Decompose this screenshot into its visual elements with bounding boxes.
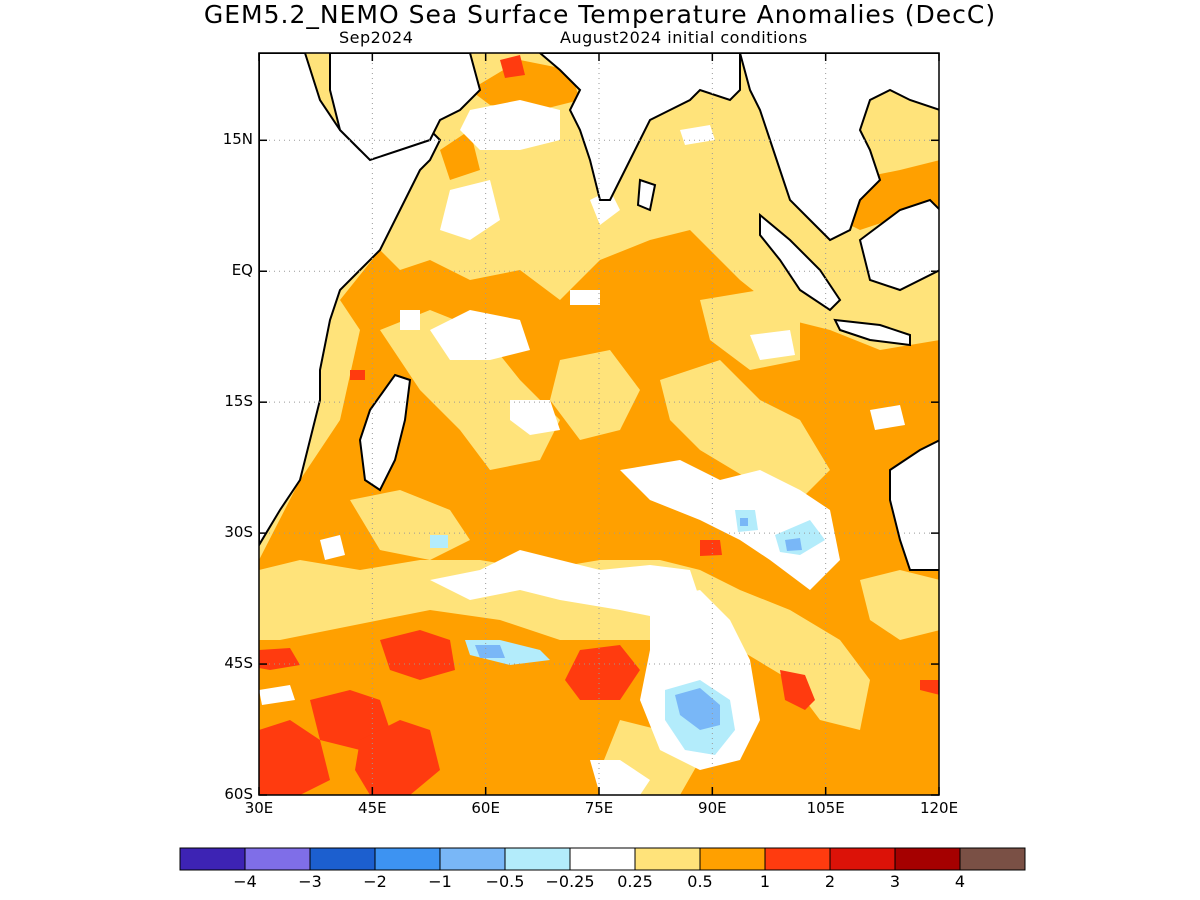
colorbar (179, 847, 1026, 871)
colorbar-label: 0.5 (687, 872, 713, 891)
colorbar-swatch (309, 847, 376, 871)
colorbar-label: 3 (889, 872, 901, 891)
lat-label: 45S (224, 654, 253, 673)
forecast-month-label: Sep2024 (339, 28, 414, 47)
map-title: GEM5.2_NEMO Sea Surface Temperature Anom… (203, 0, 997, 29)
colorbar-label: −0.5 (485, 872, 525, 891)
lat-label: 30S (224, 523, 253, 542)
colorbar-label: 4 (954, 872, 966, 891)
colorbar-swatch (244, 847, 311, 871)
colorbar-label: 0.25 (617, 872, 653, 891)
colorbar-swatch (569, 847, 636, 871)
lon-label: 60E (471, 799, 500, 817)
colorbar-swatch (894, 847, 961, 871)
lon-label: 75E (584, 799, 614, 817)
lon-label: 30E (244, 799, 274, 817)
arabia-land (329, 53, 482, 162)
lon-label: 105E (806, 799, 845, 817)
lon-label: 45E (358, 799, 387, 817)
australia-land (889, 439, 939, 571)
sumatra-land (759, 212, 842, 312)
colorbar-swatch (179, 847, 246, 871)
colorbar-swatch (959, 847, 1026, 871)
lat-label: 15S (224, 392, 253, 411)
colorbar-label: 2 (824, 872, 836, 891)
lat-label: 60S (224, 785, 253, 803)
initial-conditions-label: August2024 initial conditions (560, 28, 808, 47)
cool-anomaly-cores (475, 518, 802, 730)
colorbar-label: 1 (759, 872, 771, 891)
lat-label: 15N (222, 130, 253, 149)
sri-lanka-land (636, 178, 657, 212)
map-gridlines (259, 53, 939, 795)
lon-label: 90E (698, 799, 727, 817)
colorbar-label: −3 (298, 872, 322, 891)
colorbar-swatch (634, 847, 701, 871)
colorbar-label: −2 (363, 872, 387, 891)
landmasses (259, 53, 939, 571)
colorbar-swatch (374, 847, 441, 871)
india-land (538, 53, 741, 201)
borneo-land (858, 198, 939, 292)
colorbar-label: −1 (428, 872, 452, 891)
map-field (259, 53, 939, 795)
colorbar-label: −0.25 (545, 872, 595, 891)
yellow-anomaly-pockets (259, 290, 939, 795)
colorbar-label: −4 (233, 872, 257, 891)
lon-label: 120E (919, 799, 959, 817)
axis-ticks (258, 53, 940, 796)
colorbar-swatch (699, 847, 766, 871)
lat-label: EQ (231, 261, 253, 280)
java-land (833, 318, 911, 347)
red-anomaly-regions (259, 55, 939, 795)
colorbar-swatch (504, 847, 571, 871)
colorbar-swatch (764, 847, 831, 871)
colorbar-swatch (439, 847, 506, 871)
madagascar-land (358, 373, 412, 492)
colorbar-swatch (829, 847, 896, 871)
